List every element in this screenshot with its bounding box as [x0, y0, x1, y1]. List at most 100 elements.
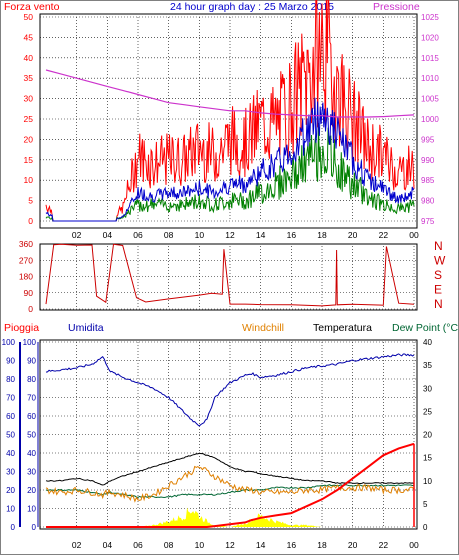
humidity-axis-tick: 100: [23, 338, 37, 347]
direction-panel: [39, 243, 418, 311]
temperature-axis-tick: 35: [423, 361, 432, 370]
hour-label-top: 00: [409, 230, 419, 240]
legend-temperature: Temperatura: [313, 322, 372, 334]
direction-compass-label: N: [434, 239, 443, 253]
direction-axis-tick: 270: [19, 255, 33, 265]
wind-axis-tick: 10: [24, 175, 34, 185]
temperature-axis-tick: 0: [423, 523, 428, 532]
hour-label-top: 12: [225, 230, 235, 240]
rain-axis-tick: 0: [11, 523, 16, 532]
hour-label-bottom: 14: [256, 540, 266, 550]
wind-title: Forza vento: [4, 1, 60, 13]
wind-axis-tick: 30: [24, 94, 34, 104]
windchill-line: [45, 465, 415, 503]
hour-label-top: 16: [287, 230, 297, 240]
temperature-axis-tick: 30: [423, 384, 432, 393]
wind-axis-tick: 15: [24, 155, 34, 165]
direction-axis-tick: 90: [24, 288, 34, 298]
chart-layers: 0202040406060808101012121414161618182020…: [2, 0, 446, 550]
humidity-axis-tick: 30: [27, 468, 36, 477]
wind-axis-tick: 45: [24, 32, 34, 42]
hour-label-bottom: 12: [225, 540, 235, 550]
direction-compass-label: W: [434, 254, 446, 268]
pressure-axis-tick: 995: [421, 135, 435, 144]
legend-dewpoint: Dew Point (°C: [392, 322, 458, 334]
rain-axis-tick: 40: [6, 449, 15, 458]
rain-cumulative-line: [46, 442, 415, 528]
wind-axis-tick: 25: [24, 114, 34, 124]
pressure-line: [45, 69, 415, 118]
hour-label-bottom: 18: [317, 540, 327, 550]
legend-windchill: Windchill: [242, 322, 284, 334]
rain-axis-tick: 20: [6, 486, 15, 495]
direction-axis-tick: 0: [28, 304, 33, 314]
rain-axis-tick: 50: [6, 431, 15, 440]
graph-title: 24 hour graph day : 25 Marzo 2015: [170, 1, 334, 13]
hour-label-top: 06: [133, 230, 143, 240]
direction-compass-label: S: [434, 268, 442, 282]
wind-axis-tick: 35: [24, 73, 34, 83]
hour-label-bottom: 16: [287, 540, 297, 550]
temperature-axis-tick: 20: [423, 431, 432, 440]
pressure-axis-tick: 1025: [421, 13, 439, 22]
direction-compass-label: N: [434, 297, 443, 311]
hour-label-bottom: 20: [348, 540, 358, 550]
humidity-axis-tick: 80: [27, 375, 36, 384]
temperature-line: [45, 452, 415, 486]
hour-label-top: 10: [195, 230, 205, 240]
pressure-axis-tick: 1005: [421, 95, 439, 104]
direction-axis-tick: 180: [19, 272, 33, 282]
humidity-axis-tick: 10: [27, 505, 36, 514]
hour-label-bottom: 06: [133, 540, 143, 550]
hour-label-top: 22: [379, 230, 389, 240]
legend-humidity: Umidita: [68, 322, 104, 334]
temperature-axis-tick: 25: [423, 407, 432, 416]
wind-axis-tick: 50: [24, 12, 34, 22]
temperature-axis-tick: 10: [423, 477, 432, 486]
wind-axis-tick: 5: [28, 196, 33, 206]
wind-average-line: [45, 97, 415, 222]
pressure-axis-tick: 980: [421, 197, 435, 206]
hour-label-bottom: 02: [72, 540, 82, 550]
humidity-axis-tick: 70: [27, 394, 36, 403]
hour-label-top: 08: [164, 230, 174, 240]
pressure-axis-tick: 1010: [421, 74, 439, 83]
wind-axis-tick: 40: [24, 53, 34, 63]
direction-line: [45, 243, 415, 307]
pressure-axis-tick: 975: [421, 217, 435, 226]
humidity-axis-tick: 60: [27, 412, 36, 421]
temperature-axis-tick: 15: [423, 454, 432, 463]
temperature-axis-tick: 5: [423, 500, 428, 509]
pressure-axis-tick: 1015: [421, 54, 439, 63]
rain-axis-tick: 80: [6, 375, 15, 384]
wind-axis-tick: 20: [24, 134, 34, 144]
rain-axis-tick: 70: [6, 394, 15, 403]
temperature-axis-tick: 40: [423, 338, 432, 347]
hour-label-bottom: 08: [164, 540, 174, 550]
pressure-axis-tick: 990: [421, 156, 435, 165]
rain-axis-tick: 90: [6, 357, 15, 366]
rain-axis-tick: 10: [6, 505, 15, 514]
rain-axis-tick: 30: [6, 468, 15, 477]
hour-label-bottom: 22: [379, 540, 389, 550]
pressure-axis-tick: 985: [421, 176, 435, 185]
humidity-axis-tick: 40: [27, 449, 36, 458]
hour-label-bottom: 10: [195, 540, 205, 550]
hour-label-top: 14: [256, 230, 266, 240]
wind-axis-tick: 0: [28, 216, 33, 226]
rain-axis-tick: 100: [2, 338, 16, 347]
legend-rain: Pioggia: [4, 322, 39, 334]
humidity-axis-tick: 90: [27, 357, 36, 366]
humidity-axis-tick: 20: [27, 486, 36, 495]
hour-label-bottom: 00: [409, 540, 419, 550]
pressure-title: Pressione: [373, 1, 420, 13]
hour-label-top: 20: [348, 230, 358, 240]
humidity-axis-tick: 0: [32, 523, 37, 532]
humidity-axis-tick: 50: [27, 431, 36, 440]
direction-axis-tick: 360: [19, 239, 33, 249]
humidity-line: [45, 353, 415, 427]
pressure-axis-tick: 1000: [421, 115, 439, 124]
rain-axis-tick: 60: [6, 412, 15, 421]
